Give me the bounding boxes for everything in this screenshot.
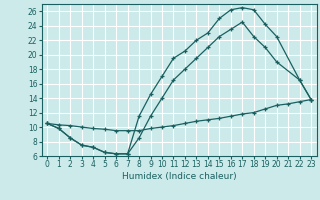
X-axis label: Humidex (Indice chaleur): Humidex (Indice chaleur) xyxy=(122,172,236,181)
